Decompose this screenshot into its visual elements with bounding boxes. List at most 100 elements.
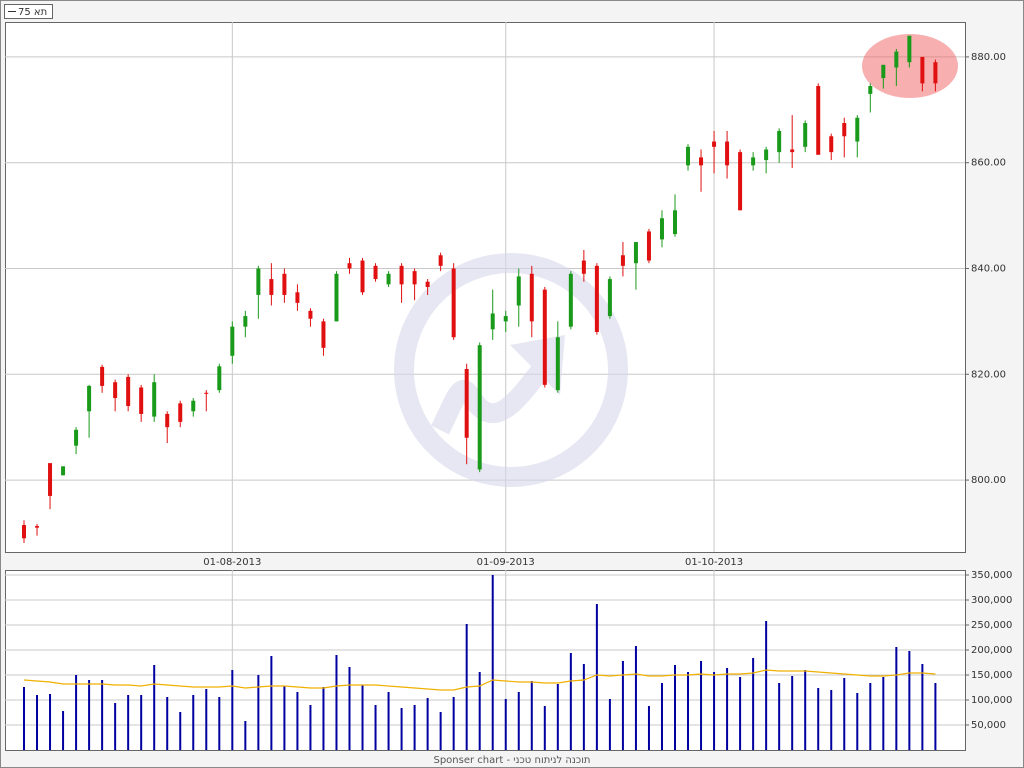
candle-body [425,281,430,287]
volume-bar [36,695,39,750]
candle-body [933,62,938,84]
candle-body [152,382,157,417]
candle-body [659,218,664,240]
candle-body [334,273,339,322]
candle-body [360,260,365,293]
volume-bar [270,656,273,750]
candle-body [816,86,821,155]
marks [22,35,938,750]
volume-bar [439,712,442,750]
candle-body [451,268,456,338]
candle-body [464,368,469,438]
candle-body [881,64,886,79]
candle-body [777,130,782,153]
volume-bar [426,698,429,750]
candle-body [412,271,417,285]
candle-body [373,265,378,280]
volume-bar [621,661,624,750]
volume-bar [452,697,455,750]
volume-bar [101,680,104,750]
volume-bar [895,647,898,750]
volume-bar [400,708,403,750]
volume-bar [361,685,364,750]
volume-bar [257,675,260,750]
legend [4,4,53,19]
y-tick-label: 860.00 [971,158,1006,169]
legend-label: תא 75 [18,7,47,18]
candle-body [490,313,495,330]
candle-body [477,345,482,470]
candle-body [699,157,704,166]
volume-bar [218,697,221,750]
candle-body [74,429,79,446]
volume-bar [791,676,794,750]
volume-bar [726,668,729,750]
candle-body [126,376,131,407]
volume-bar [140,695,143,750]
volume-bar [713,672,716,750]
candle-body [516,276,521,306]
candle-body [646,231,651,261]
volume-bar [530,681,533,750]
candle-body [87,385,92,412]
volume-bar [569,653,572,750]
candle-body [61,466,66,476]
volume-bar [700,661,703,750]
volume-bar [387,692,390,750]
candle-body [829,136,834,153]
y-tick-label: 250,000 [971,620,1012,631]
candle-body [48,463,53,496]
candle-body [113,382,118,399]
candle-body [633,242,638,264]
candle-body [620,255,625,266]
volume-bar [244,721,247,750]
x-tick-label: 01-09-2013 [477,557,535,568]
candle-body [855,117,860,142]
volume-bar [335,655,338,750]
volume-bar [908,651,911,750]
candle-body [243,316,248,327]
volume-bar [804,670,807,750]
volume-bar [817,688,820,750]
x-tick-label: 01-08-2013 [203,557,261,568]
volume-bar [127,695,130,750]
volume-bar [491,575,494,750]
candle-body [178,403,183,422]
candle-body [269,279,274,295]
candle-body [764,149,769,161]
volume-bar [75,675,78,750]
candle-body [308,310,313,319]
y-tick-label: 800.00 [971,475,1006,486]
candle-body [673,210,677,235]
volume-bar [856,693,859,750]
candle-body [191,400,196,412]
watermark [394,253,628,487]
volume-bar [322,687,325,750]
volume-bar [739,677,742,750]
volume-bar [595,604,598,750]
volume-bar [205,689,208,750]
volume-bar [556,684,559,750]
candle-body [165,413,170,428]
candle-body [607,279,612,317]
candle-body [386,273,391,285]
volume-bar [49,694,52,750]
volume-bar [634,646,637,750]
y-tick-label: 350,000 [971,570,1012,581]
candle-body [22,525,26,539]
candle-body [230,326,235,356]
candle-body [503,316,508,322]
volume-panel [5,570,966,751]
candle-body [581,260,586,274]
candle-body [790,149,795,153]
candle-body [204,392,209,394]
y-tick-label: 150,000 [971,670,1012,681]
candle-body [712,141,717,147]
y-tick-label: 50,000 [971,720,1006,731]
volume-bar [608,699,611,750]
volume-bar [348,667,351,750]
y-tick-label: 880.00 [971,52,1006,63]
x-tick-label: 01-10-2013 [685,557,743,568]
candle-body [529,273,534,322]
